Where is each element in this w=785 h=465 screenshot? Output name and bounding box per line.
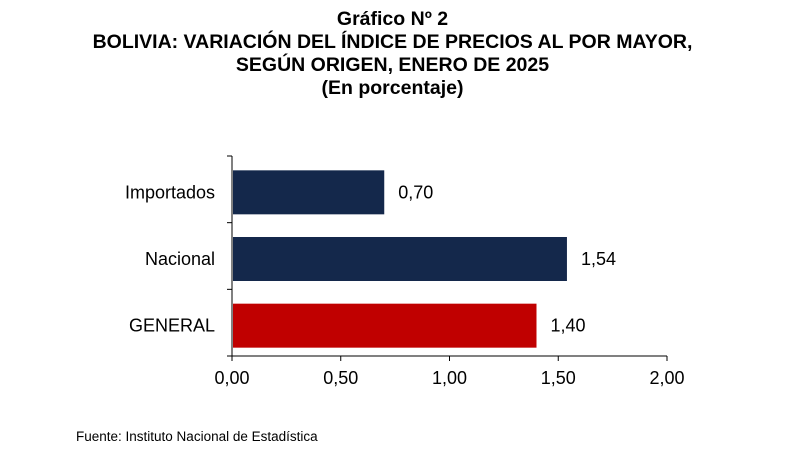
chart-title-line-2: BOLIVIA: VARIACIÓN DEL ÍNDICE DE PRECIOS… [92,31,693,53]
bar-importados [233,170,385,215]
category-label-nacional: Nacional [145,249,215,269]
data-label-nacional: 1,54 [581,249,616,269]
data-label-importados: 0,70 [398,182,433,202]
x-tick-label: 1,50 [541,368,576,388]
chart-title-line-3: SEGÚN ORIGEN, ENERO DE 2025 [235,54,550,76]
bar-general [233,303,537,348]
chart-title-block: Gráfico Nº 2 BOLIVIA: VARIACIÓN DEL ÍNDI… [0,8,785,100]
data-label-general: 1,40 [551,316,586,336]
chart-title-line-1: Gráfico Nº 2 [336,8,449,30]
x-tick-label: 0,50 [323,368,358,388]
x-tick-label: 2,00 [649,368,684,388]
chart-title-line-4: (En porcentaje) [321,77,464,99]
x-tick-label: 1,00 [432,368,467,388]
source-note: Fuente: Instituto Nacional de Estadístic… [76,429,318,444]
category-label-general: GENERAL [129,316,215,336]
category-label-importados: Importados [125,182,215,202]
bar-nacional [233,237,567,281]
bar-chart: Importados 0,70 Nacional 1,54 GENERAL 1,40 0,0… [125,155,685,388]
x-tick-label: 0,00 [214,368,249,388]
